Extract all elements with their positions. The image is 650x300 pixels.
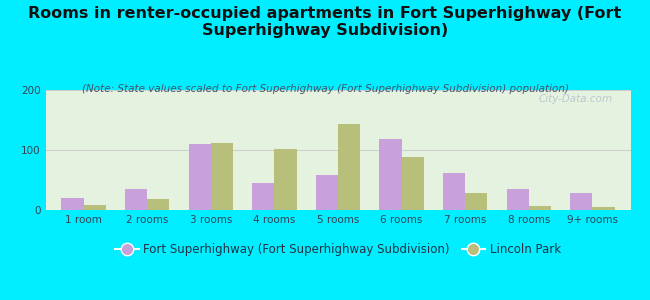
Bar [338,124,360,210]
Bar [125,189,148,210]
Bar [84,205,106,210]
Text: City-Data.com: City-Data.com [539,94,613,103]
Bar [148,199,170,210]
Bar [274,149,296,210]
Bar [465,193,488,210]
Bar [211,143,233,210]
Bar [380,139,402,210]
Bar [570,193,592,210]
Bar [188,144,211,210]
Bar [61,198,84,210]
Bar [528,206,551,210]
Legend: Fort Superhighway (Fort Superhighway Subdivision), Lincoln Park: Fort Superhighway (Fort Superhighway Sub… [111,238,566,260]
Bar [592,207,615,210]
Text: Rooms in renter-occupied apartments in Fort Superhighway (Fort
Superhighway Subd: Rooms in renter-occupied apartments in F… [29,6,621,38]
Bar [506,189,528,210]
Text: (Note: State values scaled to Fort Superhighway (Fort Superhighway Subdivision) : (Note: State values scaled to Fort Super… [81,84,569,94]
Bar [402,157,424,210]
Bar [316,175,338,210]
Bar [443,173,465,210]
Bar [252,183,274,210]
